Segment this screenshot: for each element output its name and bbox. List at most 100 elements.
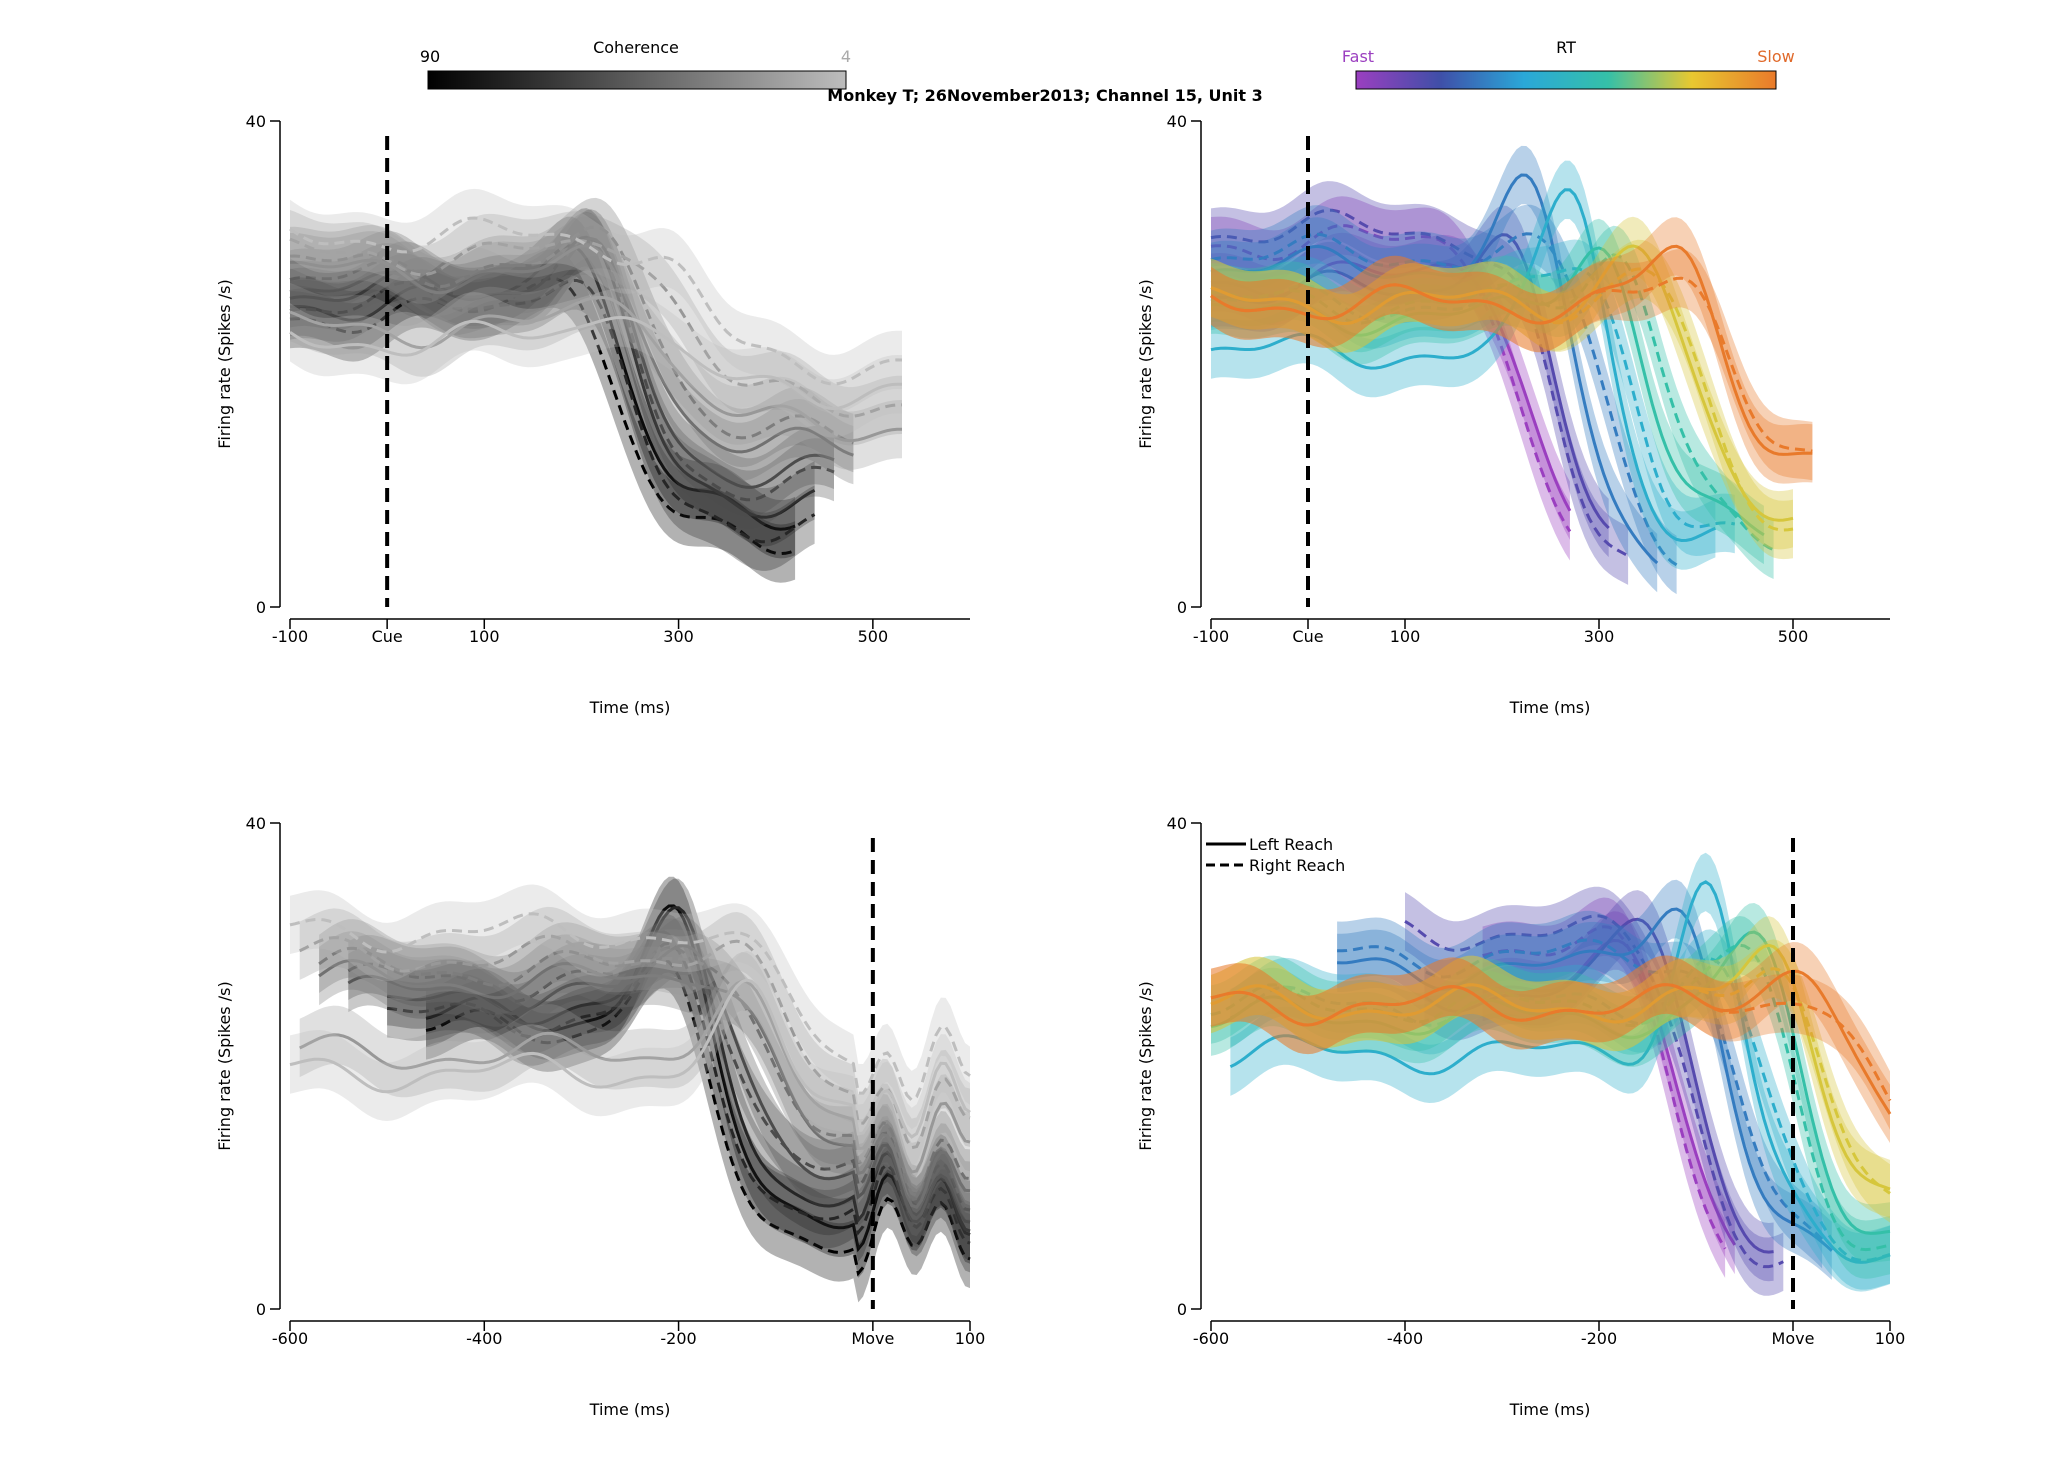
series-band (387, 914, 971, 1273)
series-band (1230, 852, 1890, 1292)
y-axis-title: Firing rate (Spikes /s) (1136, 279, 1155, 448)
series-band (290, 288, 902, 438)
series-line-left-reach (1210, 969, 1892, 1115)
series-line-right-reach (1210, 983, 1892, 1102)
series-band (1211, 204, 1677, 595)
series-line-left-reach (289, 315, 903, 411)
series-line-left-reach (1423, 917, 1774, 1254)
series-line-left-reach (386, 906, 971, 1233)
series-band (290, 884, 970, 1130)
series-line-right-reach (289, 237, 903, 418)
series-band (1211, 239, 1793, 560)
series-band (1424, 890, 1774, 1282)
x-tick-label: 100 (955, 1329, 986, 1348)
series-line-left-reach (1229, 880, 1891, 1264)
series-line-right-reach (289, 278, 816, 544)
series-band (1211, 160, 1716, 570)
x-tick-label: -100 (1193, 627, 1229, 646)
series-band (1211, 225, 1774, 579)
series-band (290, 251, 815, 571)
series-line-left-reach (289, 978, 971, 1139)
series-band (290, 216, 854, 485)
series-line-right-reach (1404, 914, 1784, 1269)
y-tick-label: 0 (1177, 598, 1187, 617)
series-band (290, 249, 796, 583)
coherence-colorbar: Coherence 90 4 (420, 38, 851, 90)
series-band (290, 209, 834, 517)
series-band (1211, 232, 1570, 540)
series-line-left-reach (1210, 188, 1716, 543)
y-tick-label: 40 (1167, 112, 1187, 131)
x-event-tick-label: Cue (372, 627, 403, 646)
series-band (290, 197, 854, 473)
y-tick-label: 40 (246, 112, 266, 131)
series-band (299, 952, 970, 1202)
y-axis-title: Firing rate (Spikes /s) (1136, 981, 1155, 1150)
series-line-right-reach (425, 957, 971, 1277)
series-line-left-reach (299, 979, 971, 1174)
series-band (290, 268, 902, 470)
series-group (289, 188, 903, 583)
series-band (290, 188, 902, 414)
y-tick-label: 40 (246, 814, 266, 833)
y-axis-title: Firing rate (Spikes /s) (215, 279, 234, 448)
x-tick-label: -200 (660, 1329, 696, 1348)
series-band (1211, 217, 1813, 484)
series-band (1211, 942, 1890, 1143)
series-line-right-reach (1210, 223, 1572, 533)
figure-title: Monkey T; 26November2013; Channel 15, Un… (827, 86, 1262, 105)
series-group (1210, 145, 1813, 595)
series-band (1211, 196, 1570, 561)
series-group (289, 876, 971, 1303)
x-tick-label: -600 (272, 1329, 308, 1348)
series-line-left-reach (1210, 943, 1891, 1191)
panel-move-coherence: 0 40 -600 -400 -200 Move 100 Time (ms) Firing ra… (215, 814, 985, 1419)
x-tick-label: 300 (663, 627, 694, 646)
series-line-right-reach (347, 946, 971, 1212)
x-tick-label: -400 (466, 1329, 502, 1348)
x-event-tick-label: Move (851, 1329, 894, 1348)
coherence-colorbar-title: Coherence (593, 38, 679, 57)
y-tick-label: 0 (256, 1300, 266, 1319)
x-tick-label: 500 (858, 627, 889, 646)
series-line-left-reach (289, 236, 835, 489)
series-band (1211, 216, 1793, 550)
x-axis-title: Time (ms) (589, 698, 671, 717)
series-band (1211, 916, 1890, 1279)
x-tick-label: -100 (272, 627, 308, 646)
x-axis-title: Time (ms) (589, 1400, 671, 1419)
panel-cue-coherence: 0 40 -100 Cue 100 300 500 Time (ms) Firing rate … (215, 112, 970, 717)
x-tick-label: 500 (1778, 627, 1809, 646)
x-axis-title: Time (ms) (1509, 1400, 1591, 1419)
x-tick-label: 100 (1875, 1329, 1906, 1348)
y-tick-label: 0 (256, 598, 266, 617)
series-line-right-reach (1210, 276, 1813, 453)
rt-colorbar-gradient (1355, 70, 1777, 90)
series-band (1211, 955, 1890, 1130)
series-line-left-reach (289, 295, 903, 443)
x-tick-label: -600 (1193, 1329, 1229, 1348)
series-line-right-reach (1210, 232, 1678, 567)
series-band (290, 950, 970, 1167)
legend-right-reach: Right Reach (1249, 856, 1345, 875)
x-axis-title: Time (ms) (1509, 698, 1591, 717)
rt-slow-label: Slow (1757, 47, 1794, 66)
series-line-right-reach (1210, 967, 1891, 1195)
series-line-left-reach (1210, 260, 1572, 512)
x-tick-label: 300 (1584, 627, 1615, 646)
series-band (1211, 903, 1890, 1263)
panel-move-rt: 0 40 -600 -400 -200 Move 100 Time (ms) Firing ra… (1136, 814, 1905, 1419)
coherence-colorbar-gradient (427, 70, 847, 90)
panel-cue-rt: 0 40 -100 Cue 100 300 500 Time (ms) Firing rate … (1136, 112, 1890, 717)
coherence-left-label: 90 (420, 47, 440, 66)
series-band (319, 919, 971, 1225)
series-line-right-reach (1210, 267, 1736, 529)
rt-colorbar: RT Fast Slow (1342, 38, 1795, 90)
series-band (1211, 145, 1658, 593)
series-band (319, 931, 971, 1237)
series-band (1211, 916, 1890, 1219)
series-band (387, 878, 971, 1261)
x-tick-label: -400 (1387, 1329, 1423, 1348)
series-line-right-reach (1210, 267, 1794, 532)
